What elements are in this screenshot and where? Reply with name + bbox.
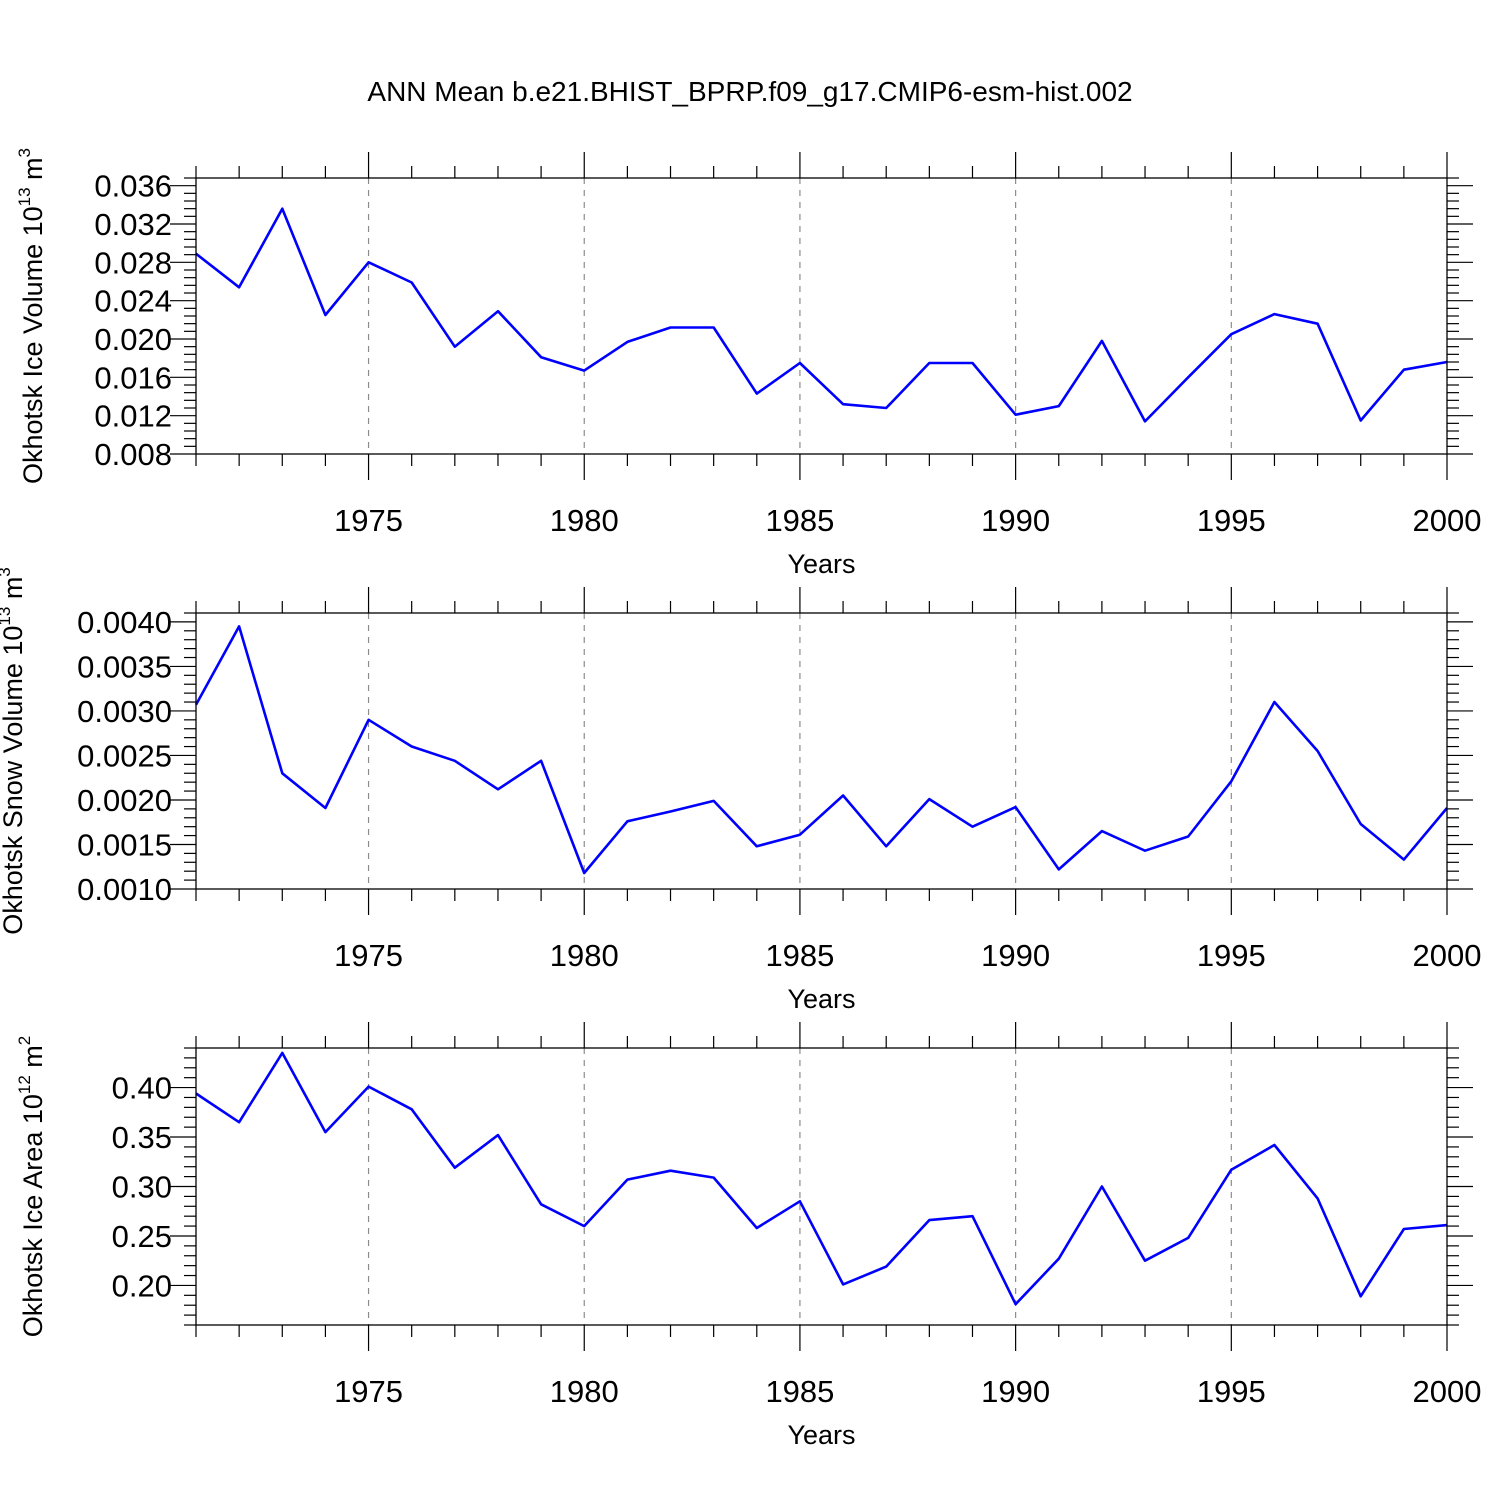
plot-frame — [195, 1047, 1448, 1326]
series-line — [194, 625, 1448, 875]
x-tick-label: 2000 — [1413, 1374, 1482, 1409]
y-tick-label: 0.012 — [94, 399, 172, 434]
x-tick-label: 1985 — [765, 1374, 834, 1409]
y-axis-title: Okhotsk Ice Volume 1013 m3 — [15, 148, 48, 484]
plot-frame — [195, 612, 1448, 890]
series-line — [195, 207, 1448, 423]
x-axis-title: Years — [787, 984, 855, 1014]
x-tick-label: 1990 — [981, 1374, 1050, 1409]
y-tick-label: 0.0040 — [77, 605, 172, 640]
x-tick-label: 1980 — [550, 1374, 619, 1409]
x-tick-label: 1995 — [1197, 1374, 1266, 1409]
x-tick-label: 1985 — [765, 503, 834, 538]
x-tick-label: 1980 — [550, 503, 619, 538]
y-tick-label: 0.0035 — [77, 649, 172, 684]
y-tick-label: 0.0030 — [77, 694, 172, 729]
y-tick-label: 0.020 — [94, 322, 172, 357]
y-axis-title: Okhotsk Ice Area 1012 m2 — [15, 1036, 48, 1338]
y-tick-label: 0.036 — [94, 169, 172, 204]
y-tick-label: 0.0010 — [77, 872, 172, 907]
y-tick-label: 0.008 — [94, 437, 172, 472]
y-axis-title: Okhotsk Snow Volume 1013 m3 — [0, 567, 28, 935]
x-tick-label: 1975 — [334, 938, 403, 973]
panel-2: 0.0010 0.0015 0.0020 0.0025 0.0030 0.0035 0.00… — [0, 567, 1481, 1014]
panel-3: 0.20 0.25 0.30 0.35 0.40 1975 1980 1985 1990 1995… — [15, 1022, 1481, 1450]
x-tick-label: 1980 — [550, 938, 619, 973]
x-tick-label: 1995 — [1197, 503, 1266, 538]
x-tick-label: 1975 — [334, 1374, 403, 1409]
plot-frame — [195, 177, 1448, 455]
y-tick-label: 0.0020 — [77, 783, 172, 818]
x-tick-label: 1990 — [981, 938, 1050, 973]
x-axis-title: Years — [787, 549, 855, 579]
y-tick-label: 0.40 — [112, 1071, 172, 1106]
y-tick-label: 0.35 — [112, 1120, 172, 1155]
y-tick-label: 0.20 — [112, 1268, 172, 1303]
y-tick-label: 0.016 — [94, 360, 172, 395]
y-tick-label: 0.024 — [94, 284, 172, 319]
y-tick-label: 0.0025 — [77, 738, 172, 773]
x-tick-label: 2000 — [1413, 503, 1482, 538]
x-tick-label: 2000 — [1413, 938, 1482, 973]
x-tick-label: 1975 — [334, 503, 403, 538]
x-tick-label: 1985 — [765, 938, 834, 973]
y-tick-label: 0.0015 — [77, 827, 172, 862]
figure-title: ANN Mean b.e21.BHIST_BPRP.f09_g17.CMIP6-… — [367, 76, 1132, 107]
series-line — [195, 1051, 1448, 1306]
y-tick-label: 0.30 — [112, 1170, 172, 1205]
x-axis-title: Years — [787, 1420, 855, 1450]
y-tick-label: 0.25 — [112, 1219, 172, 1254]
y-tick-label: 0.032 — [94, 207, 172, 242]
x-tick-label: 1995 — [1197, 938, 1266, 973]
x-tick-label: 1990 — [981, 503, 1050, 538]
y-tick-label: 0.028 — [94, 245, 172, 280]
